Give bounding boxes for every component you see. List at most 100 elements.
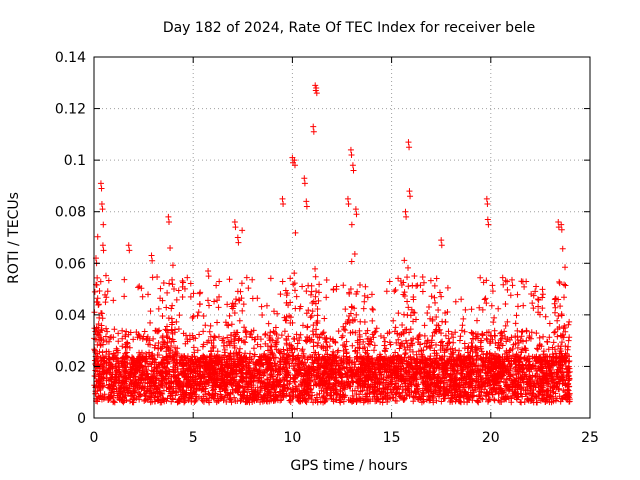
data-point (342, 346, 349, 353)
data-point (513, 364, 520, 371)
data-point (114, 347, 121, 354)
data-point (299, 346, 306, 353)
data-point (217, 375, 224, 382)
data-point (115, 379, 122, 386)
data-point (97, 342, 104, 349)
data-point (276, 383, 283, 390)
data-point (318, 387, 325, 394)
data-point (155, 339, 162, 346)
data-point (160, 375, 167, 382)
data-point (443, 387, 450, 394)
data-point (173, 318, 180, 325)
data-point (539, 391, 546, 398)
data-point (562, 282, 569, 289)
data-point (320, 371, 327, 378)
data-point (497, 336, 504, 343)
data-point (467, 355, 474, 362)
data-point (429, 332, 436, 339)
data-point (236, 317, 243, 324)
data-point (328, 395, 335, 402)
data-point (523, 378, 530, 385)
data-point (245, 373, 252, 380)
data-point (271, 308, 278, 315)
data-point (290, 388, 297, 395)
data-point (512, 320, 519, 327)
data-point (119, 327, 126, 334)
data-point (101, 291, 108, 298)
data-point (540, 348, 547, 355)
data-point (96, 382, 103, 389)
data-point (517, 390, 524, 397)
data-point (550, 339, 557, 346)
data-point (293, 331, 300, 338)
data-point (178, 353, 185, 360)
data-point (351, 387, 358, 394)
data-point (130, 363, 137, 370)
data-point (558, 350, 565, 357)
data-point (234, 358, 241, 365)
data-point (291, 270, 298, 277)
data-point (149, 274, 156, 281)
data-point (562, 328, 569, 335)
data-point (565, 343, 572, 350)
data-point (515, 375, 522, 382)
data-point (518, 349, 525, 356)
data-point (164, 323, 171, 330)
data-point (145, 291, 152, 298)
data-point (485, 396, 492, 403)
data-point (211, 377, 218, 384)
data-point (433, 313, 440, 320)
data-point (200, 386, 207, 393)
data-point (97, 334, 104, 341)
data-point (326, 366, 333, 373)
data-point (269, 350, 276, 357)
data-point (523, 328, 530, 335)
data-point (540, 333, 547, 340)
data-point (141, 397, 148, 404)
data-point (464, 349, 471, 356)
data-point (283, 335, 290, 342)
data-point (121, 276, 128, 283)
data-point (222, 319, 229, 326)
data-point (267, 275, 274, 282)
data-point (356, 331, 363, 338)
data-point (486, 377, 493, 384)
data-point (331, 385, 338, 392)
data-point (405, 304, 412, 311)
data-point (508, 276, 515, 283)
data-point (207, 322, 214, 329)
data-point (310, 322, 317, 329)
data-point (564, 346, 571, 353)
data-point (549, 389, 556, 396)
data-point (130, 336, 137, 343)
data-point (508, 395, 515, 402)
data-point (250, 359, 257, 366)
data-point (283, 384, 290, 391)
data-point (533, 330, 540, 337)
data-point (531, 393, 538, 400)
data-point (486, 350, 493, 357)
data-point (395, 336, 402, 343)
data-point (407, 312, 414, 319)
data-point (370, 306, 377, 313)
data-point (121, 387, 128, 394)
data-point (544, 394, 551, 401)
data-point (313, 391, 320, 398)
data-point (411, 309, 418, 316)
data-point (431, 282, 438, 289)
data-point (341, 381, 348, 388)
data-point (236, 349, 243, 356)
data-point (323, 338, 330, 345)
data-point (386, 329, 393, 336)
data-point (129, 399, 136, 406)
data-point (512, 382, 519, 389)
data-point (502, 366, 509, 373)
data-point (558, 311, 565, 318)
data-point (371, 329, 378, 336)
data-point (400, 291, 407, 298)
data-point (554, 317, 561, 324)
data-point (390, 353, 397, 360)
data-point (268, 366, 275, 373)
data-point (299, 322, 306, 329)
